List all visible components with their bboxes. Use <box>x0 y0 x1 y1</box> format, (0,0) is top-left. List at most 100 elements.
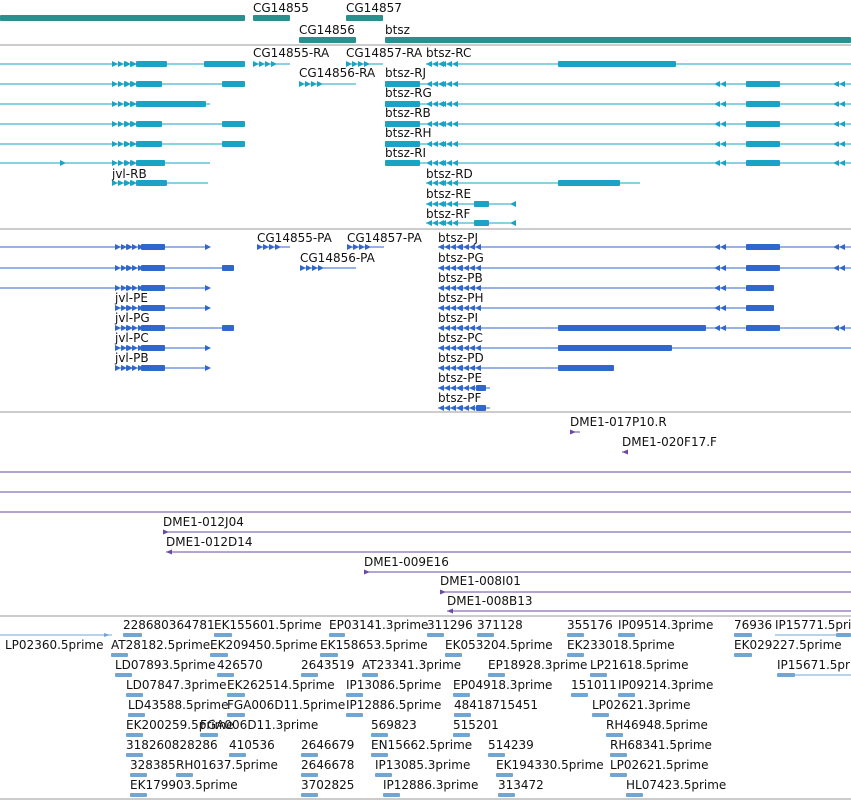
feature-label[interactable]: LP02621.3prime <box>592 698 691 712</box>
feature-label[interactable]: IP12886.3prime <box>383 778 479 792</box>
feature-label[interactable]: CG14855-PA <box>257 231 332 245</box>
feature-label[interactable]: 426570 <box>217 658 263 672</box>
feature-label[interactable]: btsz-RI <box>385 146 427 160</box>
feature-label[interactable]: CG14855-RA <box>253 46 330 60</box>
feature-label[interactable]: AT28182.5prime <box>111 638 211 652</box>
feature-label[interactable]: CG14857-RA <box>346 46 423 60</box>
feature-label[interactable]: RH01637.5prime <box>176 758 278 772</box>
feature-label[interactable]: 2646678 <box>301 758 355 772</box>
feature-label[interactable]: FGA006D11.3prime <box>200 718 319 732</box>
feature-label[interactable]: 311296 <box>427 618 473 632</box>
feature-label[interactable]: EK155601.5prime <box>214 618 322 632</box>
feature-label[interactable]: btsz-RJ <box>385 66 427 80</box>
feature-label[interactable]: btsz-PE <box>438 371 483 385</box>
feature-label[interactable]: EK194330.5prime <box>496 758 604 772</box>
feature-label[interactable]: DME1-020F17.F <box>622 435 717 449</box>
feature-label[interactable]: btsz-PC <box>438 331 483 345</box>
feature-label[interactable]: 48418715451 <box>454 698 538 712</box>
feature-label[interactable]: EN15662.5prime <box>371 738 473 752</box>
arrow-left-icon <box>450 385 456 391</box>
feature-label[interactable]: LD07893.5prime <box>115 658 216 672</box>
feature-label[interactable]: DME1-017P10.R <box>570 415 667 429</box>
feature-label[interactable]: DME1-012J04 <box>163 515 244 529</box>
feature-label[interactable]: btsz-RD <box>426 167 473 181</box>
feature-label[interactable]: 328385 <box>130 758 176 772</box>
feature-label[interactable]: btsz-RF <box>426 207 471 221</box>
feature-label[interactable]: btsz-RH <box>385 126 432 140</box>
feature-label[interactable]: HL07423.5prime <box>626 778 727 792</box>
feature-label[interactable]: 228680364781 <box>123 618 215 632</box>
feature-label[interactable]: 569823 <box>371 718 417 732</box>
feature-label[interactable]: CG14856 <box>299 23 355 37</box>
feature-label[interactable]: EK209450.5prime <box>210 638 318 652</box>
feature-label[interactable]: btsz <box>385 23 410 37</box>
feature-label[interactable]: 2646679 <box>301 738 355 752</box>
feature-label[interactable]: 514239 <box>488 738 534 752</box>
feature-label[interactable]: DME1-008I01 <box>440 574 521 588</box>
feature-label[interactable]: LD07847.3prime <box>126 678 227 692</box>
arrow-left-icon <box>622 449 628 455</box>
feature-label[interactable]: IP13085.3prime <box>375 758 471 772</box>
feature-label[interactable]: 2643519 <box>301 658 355 672</box>
feature-label[interactable]: EK158653.5prime <box>320 638 428 652</box>
feature-label[interactable]: EK233018.5prime <box>567 638 675 652</box>
feature-label[interactable]: IP13086.5prime <box>346 678 442 692</box>
feature-label[interactable]: btsz-PD <box>438 351 484 365</box>
feature-label[interactable]: IP15671.5prime <box>777 658 851 672</box>
feature-label[interactable]: EP18928.3prime <box>488 658 588 672</box>
feature-label[interactable]: btsz-PF <box>438 391 482 405</box>
feature-label[interactable]: EK029227.5prime <box>734 638 842 652</box>
feature-label[interactable]: 313472 <box>498 778 544 792</box>
feature-block <box>346 693 363 697</box>
feature-label[interactable]: btsz-RG <box>385 86 432 100</box>
feature-label[interactable]: RH68341.5prime <box>610 738 712 752</box>
feature-label[interactable]: 3702825 <box>301 778 355 792</box>
feature-label[interactable]: btsz-RB <box>385 106 431 120</box>
feature-label[interactable]: btsz-RE <box>426 187 472 201</box>
feature-label[interactable]: jvl-PG <box>115 311 150 325</box>
feature-label[interactable]: jvl-RB <box>112 167 147 181</box>
feature-label[interactable]: CG14856-PA <box>300 251 375 265</box>
feature-label[interactable]: 318260828286 <box>126 738 218 752</box>
feature-label[interactable]: 151011 <box>571 678 617 692</box>
feature-label[interactable]: EP04918.3prime <box>453 678 553 692</box>
feature-label[interactable]: 410536 <box>229 738 275 752</box>
feature-label[interactable]: jvl-PB <box>115 351 149 365</box>
feature-label[interactable]: CG14857-PA <box>347 231 422 245</box>
arrow-left-icon <box>446 141 452 147</box>
feature-label[interactable]: btsz-PB <box>438 271 483 285</box>
feature-label[interactable]: btsz-PJ <box>438 231 478 245</box>
feature-label[interactable]: LP21618.5prime <box>590 658 689 672</box>
feature-label[interactable]: DME1-009E16 <box>364 555 449 569</box>
feature-label[interactable]: LD43588.5prime <box>128 698 229 712</box>
feature-label[interactable]: IP09214.3prime <box>618 678 714 692</box>
feature-label[interactable]: 371128 <box>477 618 523 632</box>
feature-label[interactable]: FGA006D11.5prime <box>227 698 346 712</box>
feature-label[interactable]: LP02621.5prime <box>610 758 709 772</box>
feature-label[interactable]: CG14855 <box>253 1 309 15</box>
feature-label[interactable]: LP02360.5prime <box>5 638 104 652</box>
feature-label[interactable]: btsz-PH <box>438 291 484 305</box>
feature-label[interactable]: CG14856-RA <box>299 66 376 80</box>
feature-label[interactable]: btsz-PI <box>438 311 478 325</box>
feature-label[interactable]: EK179903.5prime <box>130 778 238 792</box>
feature-label[interactable]: DME1-012D14 <box>166 535 253 549</box>
feature-label[interactable]: DME1-008B13 <box>447 594 533 608</box>
feature-label[interactable]: RH46948.5prime <box>606 718 708 732</box>
feature-label[interactable]: btsz-PG <box>438 251 484 265</box>
feature-label[interactable]: 76936 <box>734 618 773 632</box>
feature-label[interactable]: CG14857 <box>346 1 402 15</box>
feature-label[interactable]: 515201 <box>453 718 499 732</box>
feature-label[interactable]: EP03141.3prime <box>329 618 429 632</box>
feature-label[interactable]: EK262514.5prime <box>227 678 335 692</box>
feature-label[interactable]: IP12886.5prime <box>346 698 442 712</box>
feature-label[interactable]: IP15771.5prime <box>775 618 851 632</box>
feature-label[interactable]: EK200259.5prime <box>126 718 234 732</box>
feature-label[interactable]: AT23341.3prime <box>362 658 462 672</box>
feature-label[interactable]: btsz-RC <box>426 46 472 60</box>
feature-label[interactable]: jvl-PE <box>115 291 148 305</box>
feature-label[interactable]: jvl-PC <box>115 331 149 345</box>
feature-label[interactable]: IP09514.3prime <box>618 618 714 632</box>
feature-label[interactable]: 355176 <box>567 618 613 632</box>
feature-label[interactable]: EK053204.5prime <box>445 638 553 652</box>
